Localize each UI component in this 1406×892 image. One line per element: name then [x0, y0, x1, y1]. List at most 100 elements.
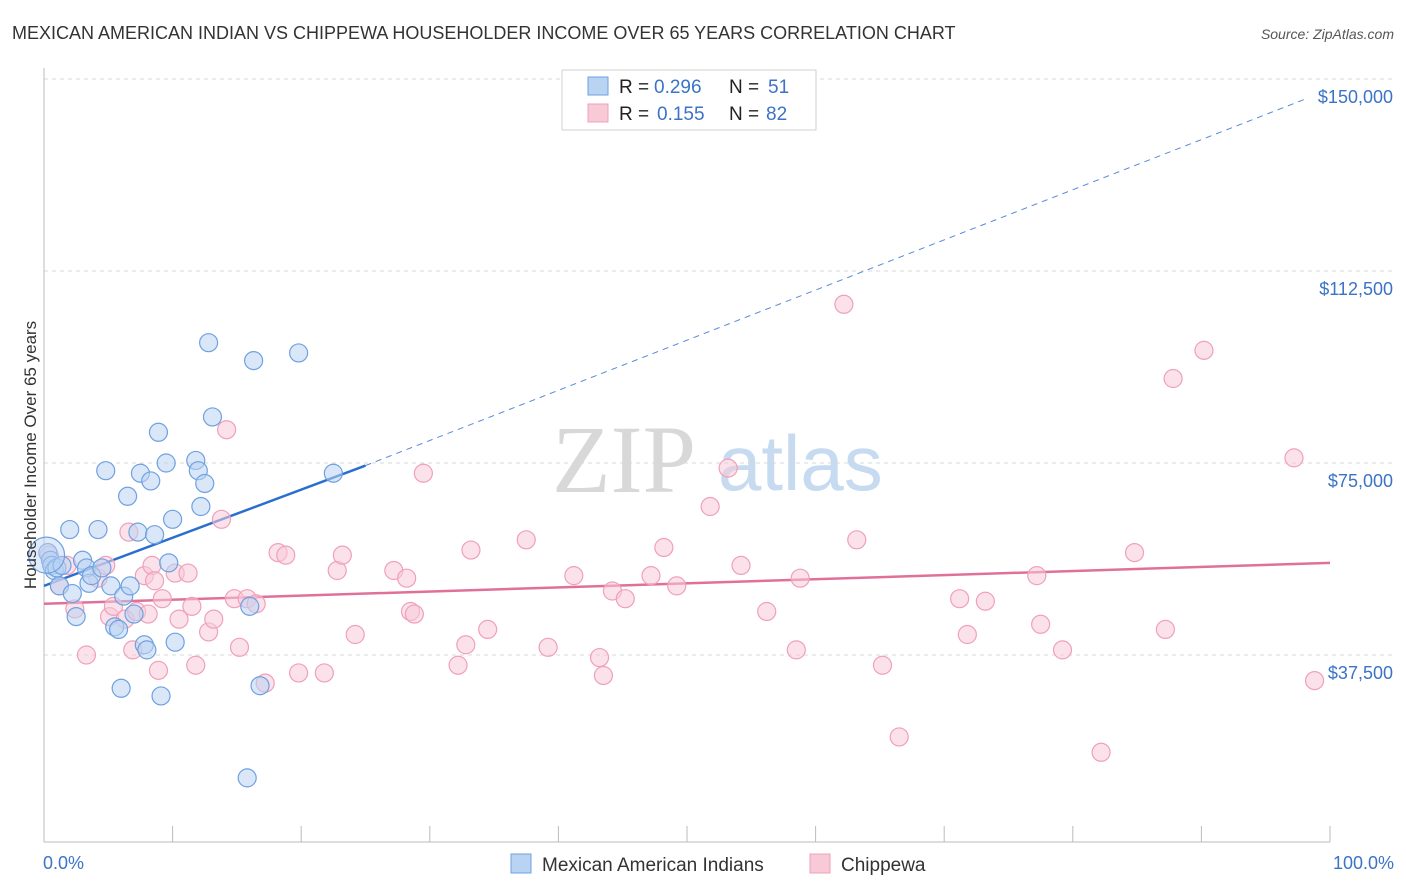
point-mexican [199, 333, 219, 353]
y-axis-label: Householder Income Over 65 years [21, 321, 40, 589]
point-chippewa [700, 496, 720, 517]
legend-r-label-2: R = [619, 104, 649, 125]
point-chippewa [847, 530, 867, 550]
x-tick-label-right: 100.0% [1333, 853, 1394, 873]
point-chippewa [564, 566, 584, 586]
point-mexican [92, 558, 112, 578]
point-mexican [101, 576, 121, 596]
point-mexican [117, 486, 138, 506]
point-chippewa [1155, 619, 1175, 640]
point-chippewa [461, 540, 481, 560]
chart-title: MEXICAN AMERICAN INDIAN VS CHIPPEWA HOUS… [12, 23, 956, 43]
point-mexican [151, 686, 171, 706]
point-chippewa [757, 601, 777, 622]
point-chippewa [76, 645, 97, 665]
legend-n-value-2: 82 [766, 104, 787, 125]
bottom-legend-label-mexican: Mexican American Indians [542, 855, 764, 876]
point-chippewa [1194, 340, 1214, 360]
point-mexican [195, 473, 215, 494]
point-chippewa [790, 568, 810, 588]
point-mexican [191, 496, 211, 517]
point-mexican [96, 461, 116, 481]
point-mexican [108, 619, 129, 640]
legend-swatch-mexican [587, 76, 609, 96]
point-chippewa [641, 566, 661, 586]
point-chippewa [516, 530, 536, 550]
point-chippewa [589, 647, 610, 668]
point-chippewa [667, 576, 687, 596]
point-chippewa [834, 294, 854, 314]
point-chippewa [950, 589, 970, 609]
point-chippewa [957, 624, 977, 645]
point-chippewa [1031, 614, 1051, 634]
watermark-zip: ZIP [552, 406, 696, 513]
point-chippewa [314, 663, 334, 683]
point-chippewa [289, 663, 309, 683]
point-chippewa [217, 420, 237, 440]
bottom-legend-label-chippewa: Chippewa [841, 855, 926, 876]
point-chippewa [718, 458, 738, 478]
legend-swatch-chippewa [587, 103, 609, 123]
point-chippewa [413, 463, 433, 483]
point-chippewa [204, 609, 224, 629]
point-chippewa [731, 555, 751, 576]
point-chippewa [1163, 368, 1183, 389]
legend-n-label-2: N = [729, 104, 759, 125]
point-mexican [237, 768, 257, 788]
point-mexican [60, 519, 80, 540]
point-chippewa [1027, 566, 1047, 586]
x-tick-label-left: 0.0% [43, 853, 84, 873]
point-chippewa [345, 624, 365, 645]
bottom-legend-swatch-mexican [510, 853, 532, 874]
point-chippewa [152, 589, 172, 609]
point-mexican [163, 509, 183, 529]
point-chippewa [456, 635, 476, 655]
point-chippewa [332, 545, 352, 565]
point-mexican [148, 422, 169, 442]
chart-source: Source: ZipAtlas.com [1261, 26, 1394, 42]
point-chippewa [182, 596, 202, 616]
point-chippewa [889, 727, 909, 747]
point-chippewa [1124, 542, 1145, 563]
point-mexican [124, 604, 144, 624]
legend-box: R = 0.296 N = 51 R = 0.155 N = 82 [561, 69, 817, 131]
point-mexican [156, 453, 176, 473]
point-chippewa [872, 655, 893, 675]
legend-r-value-2: 0.155 [657, 104, 705, 125]
point-chippewa [169, 609, 189, 629]
legend-n-label-1: N = [729, 77, 759, 98]
bottom-legend-swatch-chippewa [809, 853, 831, 874]
point-mexican [128, 522, 148, 542]
point-chippewa [478, 619, 498, 640]
point-chippewa [144, 571, 165, 591]
point-mexican [66, 606, 86, 627]
bottom-legend: Mexican American Indians Chippewa [510, 853, 926, 876]
point-chippewa [276, 545, 296, 565]
point-chippewa [786, 640, 806, 660]
legend-r-value-1: 0.296 [654, 77, 702, 98]
legend-r-label-1: R = [619, 77, 649, 98]
points-layer [27, 294, 1325, 788]
point-mexican-cluster [27, 536, 66, 574]
point-chippewa [148, 660, 169, 680]
y-tick-label: $112,500 [1319, 279, 1393, 299]
trend-line-mexican-extension [365, 99, 1305, 467]
point-mexican [159, 553, 179, 573]
point-chippewa [397, 568, 417, 588]
point-chippewa [1091, 742, 1111, 762]
point-mexican [202, 407, 223, 427]
point-chippewa [211, 509, 232, 529]
point-mexican [88, 519, 108, 540]
y-tick-label: $150,000 [1318, 87, 1393, 107]
point-mexican [165, 632, 185, 652]
point-mexican [240, 596, 260, 616]
point-chippewa [975, 591, 995, 611]
point-chippewa [654, 537, 674, 558]
point-mexican [111, 678, 131, 698]
point-chippewa [538, 637, 558, 657]
point-chippewa [178, 563, 198, 583]
point-chippewa [615, 589, 635, 609]
point-chippewa [448, 655, 468, 675]
